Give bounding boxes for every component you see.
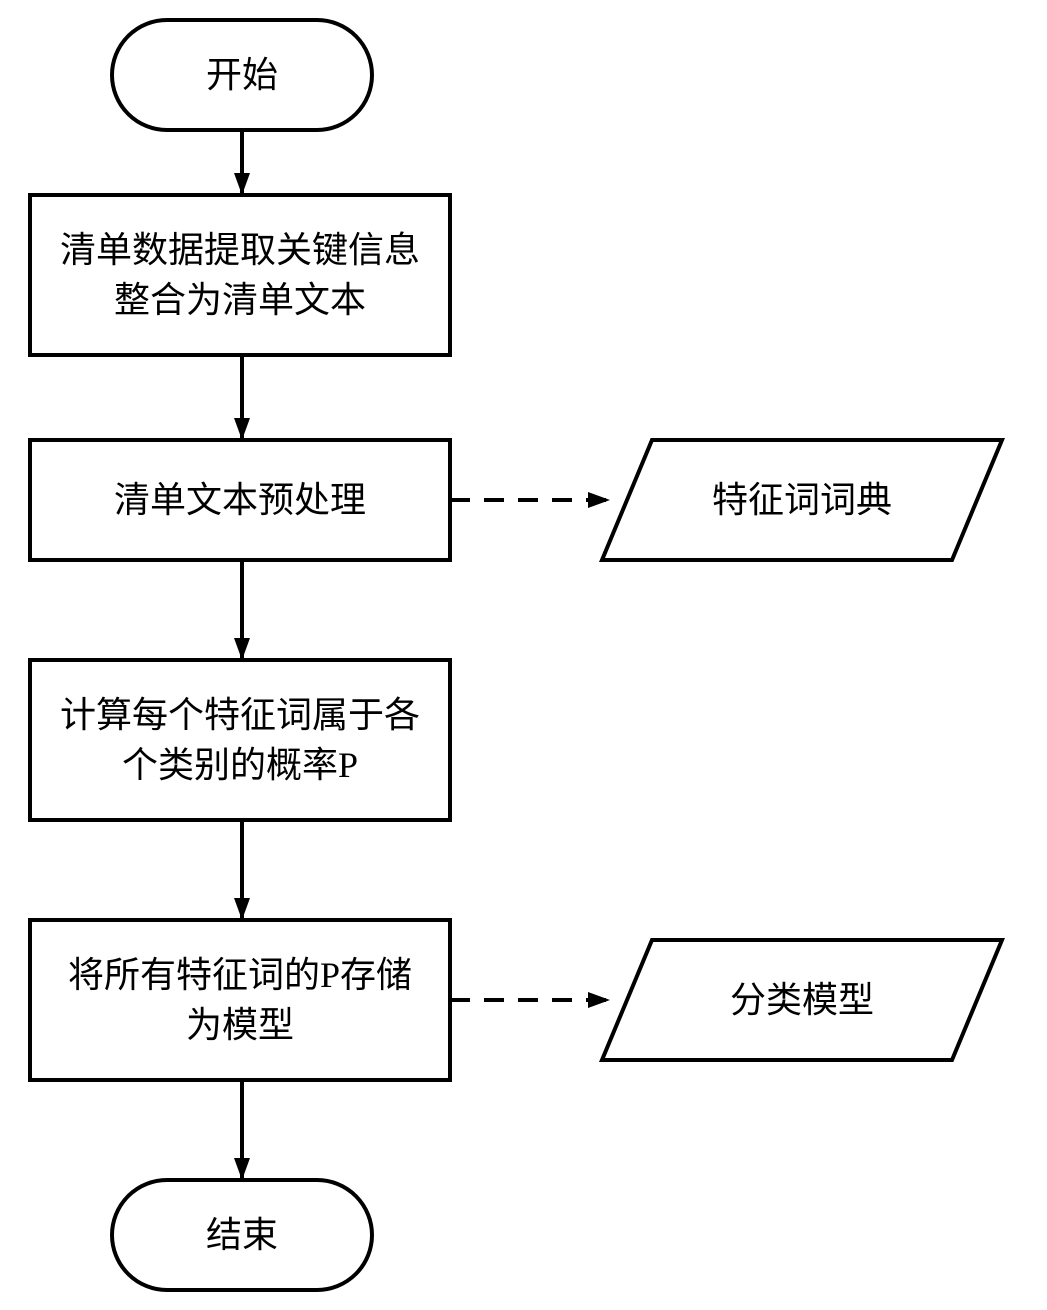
node-label-p1: 清单数据提取关键信息 整合为清单文本 [30, 195, 450, 355]
node-label-d2: 分类模型 [602, 940, 1002, 1060]
node-end [112, 1180, 372, 1290]
flowchart-svg [0, 0, 1047, 1310]
node-label-p4: 将所有特征词的P存储 为模型 [30, 920, 450, 1080]
node-label-end: 结束 [112, 1180, 372, 1290]
node-label-p3: 计算每个特征词属于各 个类别的概率P [30, 660, 450, 820]
node-label-p2: 清单文本预处理 [30, 440, 450, 560]
node-label-start: 开始 [112, 20, 372, 130]
node-start [112, 20, 372, 130]
node-p1 [30, 195, 450, 355]
node-label-d1: 特征词词典 [602, 440, 1002, 560]
node-p4 [30, 920, 450, 1080]
flowchart-canvas: 开始清单数据提取关键信息 整合为清单文本清单文本预处理 特征词词典计算每个特征词属… [0, 0, 1047, 1310]
node-p3 [30, 660, 450, 820]
node-d1 [602, 440, 1002, 560]
node-d2 [602, 940, 1002, 1060]
node-p2 [30, 440, 450, 560]
